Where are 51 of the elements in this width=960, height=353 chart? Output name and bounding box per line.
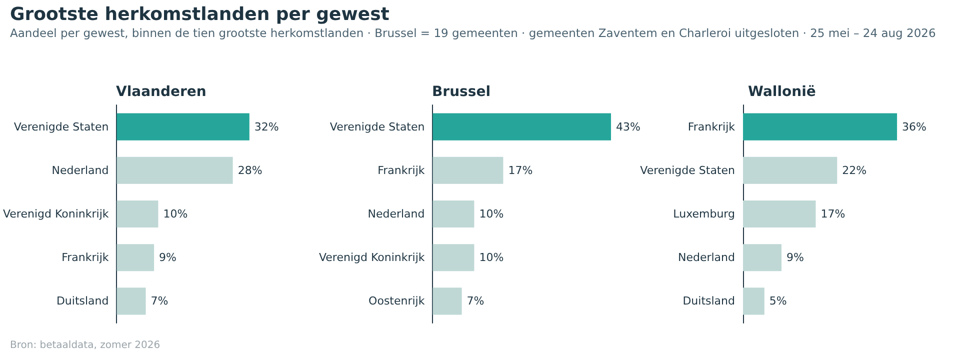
- data-label: 43%: [616, 120, 640, 134]
- y-tick-label: Duitsland: [56, 294, 109, 308]
- y-tick-label: Duitsland: [682, 294, 735, 308]
- bar: [116, 200, 158, 228]
- data-label: 36%: [902, 120, 926, 134]
- text: Grootste herkomstlanden per gewest: [10, 4, 390, 25]
- chart-title: Wallonië: [748, 84, 816, 100]
- text: Bron: betaaldata, zomer 2026: [10, 340, 160, 351]
- bar: [743, 156, 838, 184]
- bar: [432, 244, 474, 272]
- bar: [743, 200, 816, 228]
- y-tick-label: Verenigde Staten: [14, 120, 109, 134]
- data-label: 9%: [159, 251, 177, 264]
- y-tick-label: Oostenrijk: [368, 294, 426, 308]
- y-tick-label: Verenigd Koninkrijk: [2, 208, 110, 220]
- bar: [432, 288, 462, 315]
- bar: [116, 244, 154, 272]
- chart-title: Vlaanderen: [116, 84, 206, 100]
- bar: [743, 113, 898, 140]
- y-tick-label: Frankrijk: [688, 120, 736, 134]
- y-tick-label: Nederland: [368, 208, 425, 220]
- y-tick-label: Luxemburg: [673, 208, 735, 220]
- text: Aandeel per gewest, binnen de tien grootste herkomstlanden · Brussel = 19 gemeenten · gemeenten Zaventem en Charleroi uitgesloten · 25 mei – 24 aug 2026: [10, 26, 936, 40]
- bar: [432, 156, 504, 184]
- y-tick-label: Frankrijk: [378, 164, 426, 177]
- data-label: 7%: [466, 294, 484, 308]
- y-tick-label: Verenigde Staten: [640, 164, 736, 177]
- data-label: 9%: [786, 251, 804, 264]
- bar: [116, 288, 146, 315]
- data-label: 17%: [508, 164, 533, 177]
- data-label: 22%: [842, 164, 867, 177]
- bar: [432, 200, 474, 228]
- y-tick-label: Frankrijk: [62, 251, 110, 264]
- data-label: 32%: [254, 120, 279, 134]
- data-label: 7%: [150, 294, 168, 308]
- data-label: 17%: [820, 208, 846, 220]
- y-tick-label: Verenigd Koninkrijk: [318, 251, 426, 264]
- y-tick-label: Nederland: [52, 164, 109, 177]
- y-tick-label: Verenigde Staten: [330, 120, 425, 134]
- data-label: 10%: [479, 208, 504, 220]
- bar: [743, 244, 782, 272]
- bar: [432, 113, 611, 140]
- data-label: 5%: [769, 294, 787, 308]
- y-tick-label: Nederland: [678, 251, 735, 264]
- data-label: 28%: [238, 164, 262, 177]
- bar: [116, 113, 250, 140]
- bar: [743, 288, 764, 315]
- data-label: 10%: [163, 208, 188, 220]
- chart-title: Brussel: [432, 84, 491, 100]
- data-label: 10%: [479, 251, 504, 264]
- bar: [116, 156, 233, 184]
